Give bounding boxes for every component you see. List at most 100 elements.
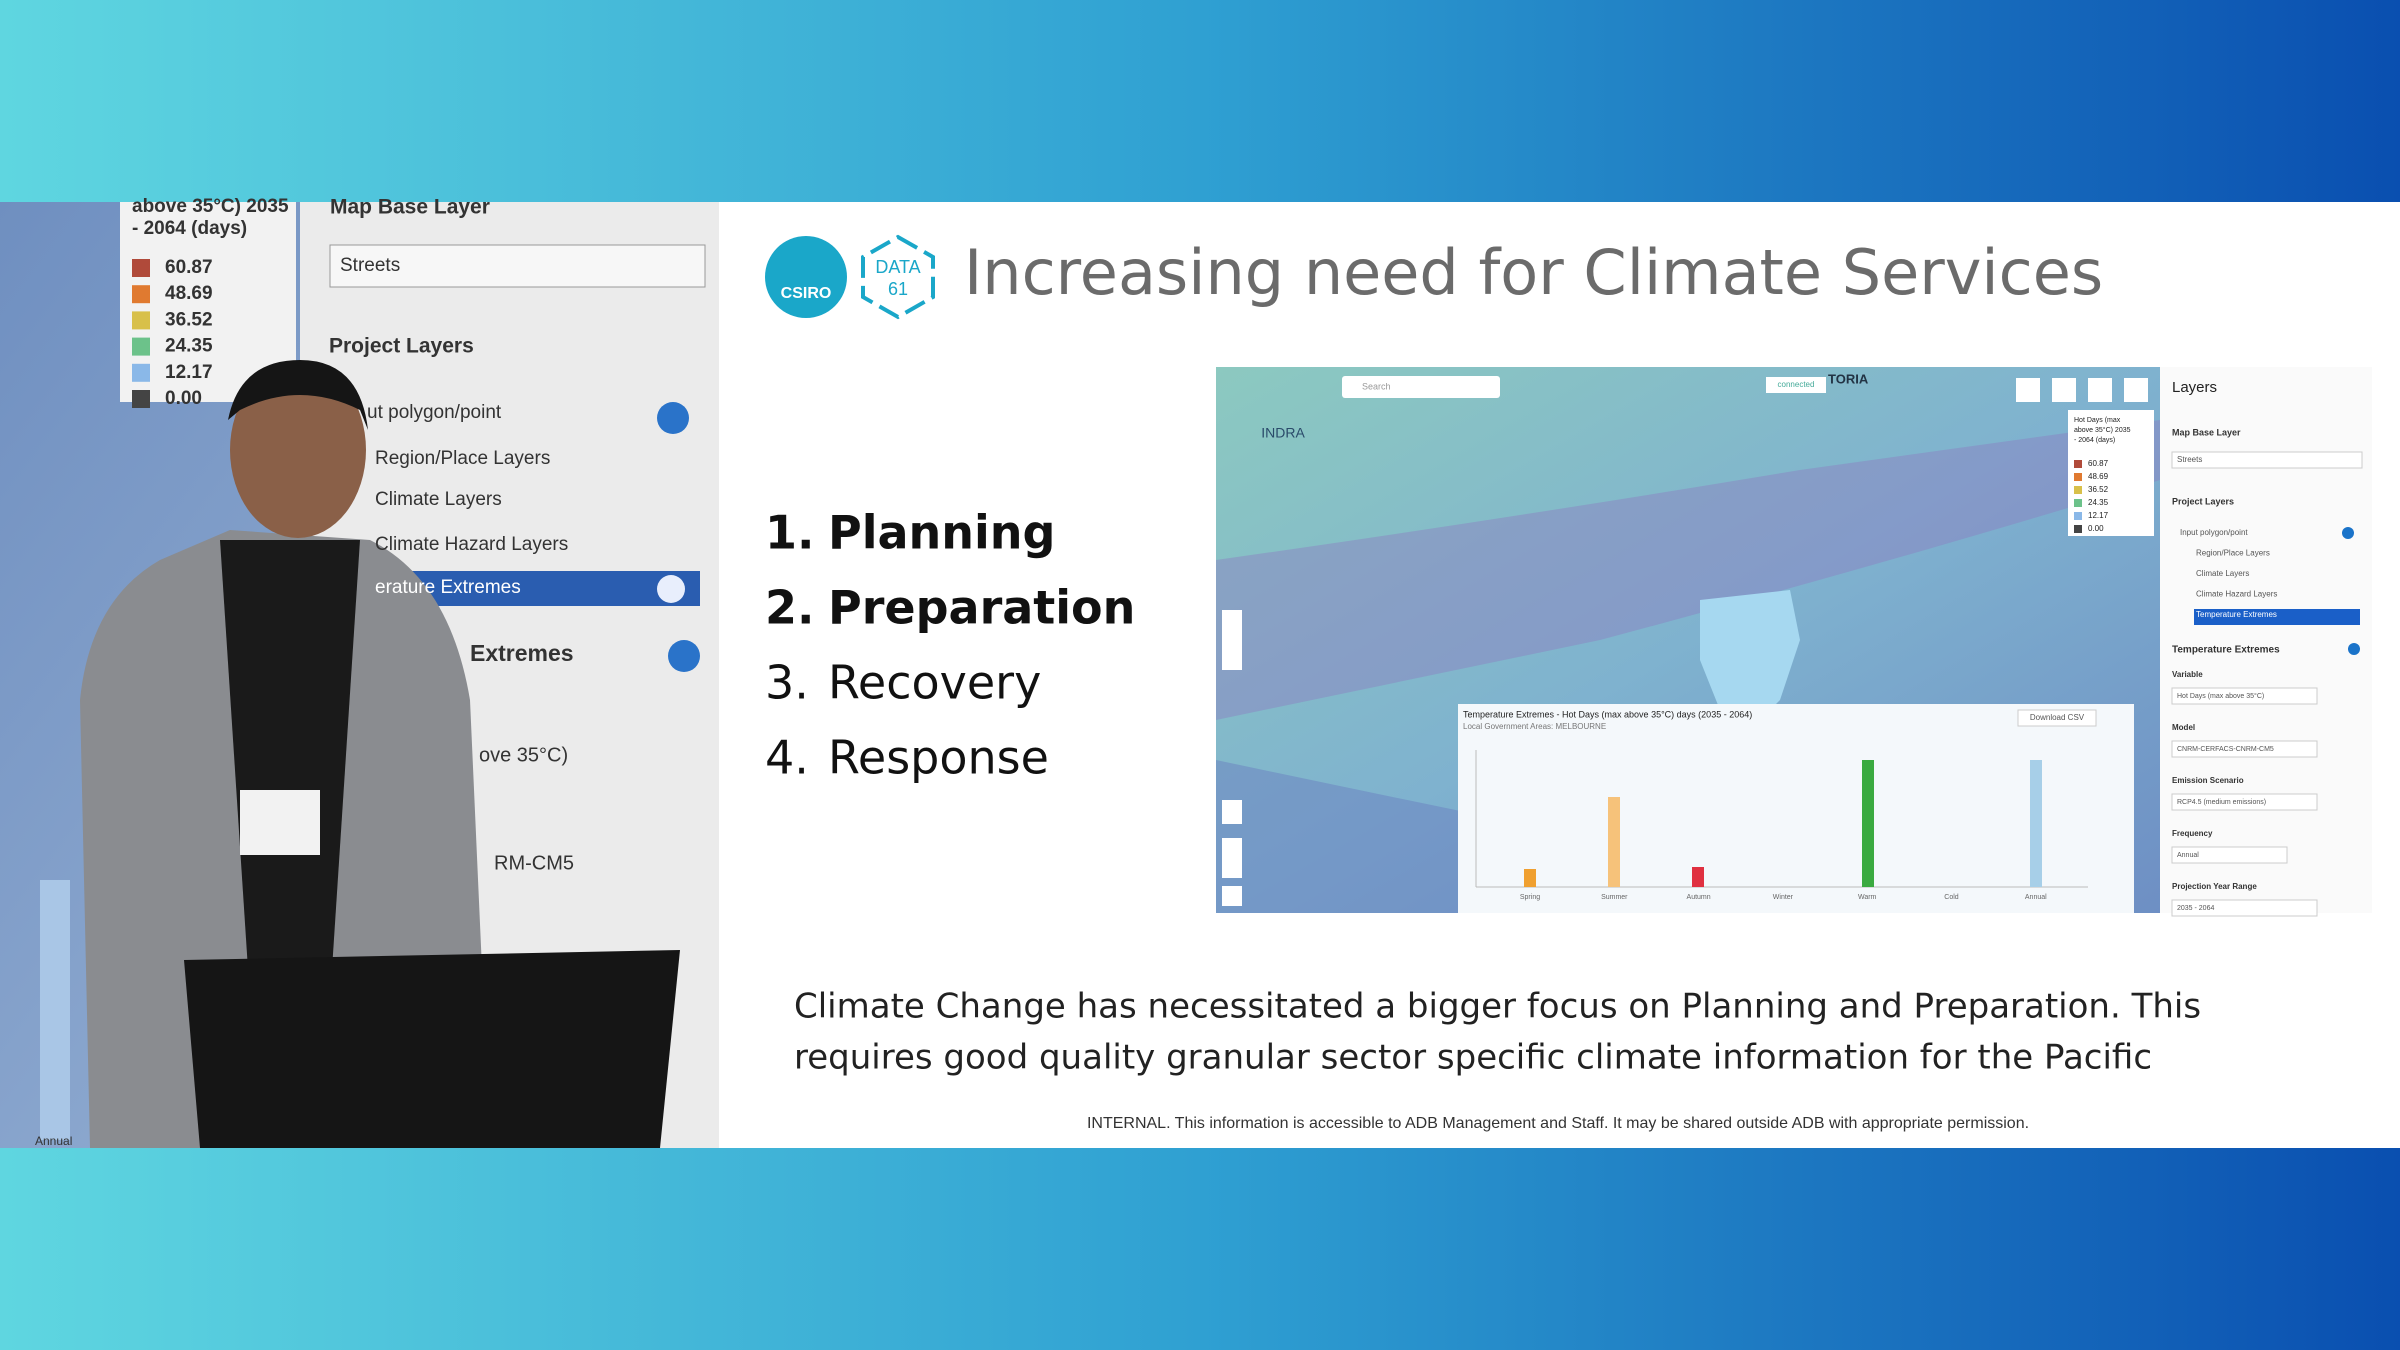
podium [184, 950, 680, 1148]
camera-legend-swatch [132, 337, 150, 356]
panel-title: Layers [2172, 379, 2217, 396]
slide-list: 1. Planning 2. Preparation 3. Recovery 4. Respo… [765, 506, 1135, 785]
legend-title: Hot Days (max [2074, 417, 2121, 424]
dropdown[interactable] [2171, 793, 2318, 811]
logo-text: DATA [875, 257, 920, 277]
field-value: Hot Days (max above 35°C) [2177, 692, 2264, 700]
field-value: 2035 - 2064 [2177, 905, 2214, 912]
category-label: Annual [2025, 894, 2047, 901]
category-label: Spring [1520, 894, 1540, 901]
map-bay [1700, 590, 1800, 720]
field-label: Emission Scenario [2172, 776, 2244, 785]
camera-layer-item: Climate Layers [375, 489, 502, 510]
camera-field: RM-CM5 [494, 852, 574, 874]
camera-label: Map Base Layer [330, 196, 490, 219]
camera-legend-swatch [132, 285, 150, 304]
dropdown[interactable] [2171, 740, 2318, 758]
camera-dropdown [329, 244, 706, 288]
camera-legend-swatch [132, 363, 150, 382]
camera-dropdown-value: Streets [340, 255, 400, 276]
panel-section: Temperature Extremes [2172, 645, 2280, 656]
map-legend [2068, 410, 2154, 536]
dropdown[interactable] [2171, 846, 2288, 864]
download-label: Download CSV [2030, 713, 2085, 722]
toolbar-button[interactable] [2016, 378, 2040, 402]
app-screenshot: INDRA Search connected TORIA Hot Days (m… [1216, 367, 2372, 917]
list-item: Response [828, 731, 1049, 785]
list-number: 4. [765, 731, 809, 785]
chart-bar [1524, 869, 1536, 887]
popup-title: Temperature Extremes - Hot Days (max abo… [1463, 709, 1752, 719]
search-box[interactable] [1342, 376, 1500, 398]
category-label: Warm [1858, 894, 1877, 901]
field-label: Frequency [2172, 829, 2213, 838]
dropdown[interactable] [2171, 687, 2318, 705]
layer-item: Input polygon/point [2180, 528, 2248, 537]
legend-value: 48.69 [2088, 472, 2109, 481]
chart-popup [1458, 704, 2134, 913]
chart-categories: Spring Summer Autumn Winter Warm Cold Annual [1520, 894, 2047, 901]
camera-texts: above 35°C) 2035- 2064 (days) 60.87 48.69 3… [35, 196, 574, 1149]
camera-eye-icon [657, 575, 685, 603]
camera-legend-value: 12.17 [165, 362, 213, 383]
toolbar-button[interactable] [2052, 378, 2076, 402]
camera-layer-item: ut polygon/point [367, 402, 502, 423]
camera-field: ove 35°C) [479, 744, 568, 766]
camera-eye-icon [657, 402, 689, 434]
download-button[interactable] [2017, 709, 2097, 727]
camera-axis-label: Annual [35, 1134, 72, 1148]
presenter-hair [228, 360, 368, 430]
presenter-head [230, 362, 366, 538]
panel-label: Project Layers [2172, 496, 2234, 506]
list-number: 3. [765, 656, 809, 710]
toolbar-button[interactable] [2088, 378, 2112, 402]
legend-value: 24.35 [2088, 498, 2109, 507]
legend-swatch [2074, 499, 2082, 507]
camera-layer-item: Region/Place Layers [375, 448, 550, 469]
camera-eye-icon [668, 640, 700, 672]
field-value: Annual [2177, 852, 2199, 859]
presenter-shirt [220, 540, 360, 1000]
camera-label: Project Layers [329, 335, 474, 358]
chart-bar [1692, 867, 1704, 887]
region-label: TORIA [1828, 371, 1869, 386]
slide-footer: INTERNAL. This information is accessible… [1087, 1115, 2029, 1132]
zoom-control[interactable] [1222, 610, 1242, 670]
dropdown[interactable] [2171, 451, 2363, 469]
layer-item: Region/Place Layers [2196, 549, 2270, 558]
logo-text: 61 [888, 279, 908, 299]
field-value: RCP4.5 (medium emissions) [2177, 799, 2266, 806]
camera-legend-value: 24.35 [165, 336, 213, 357]
chart-bar [2030, 760, 2042, 887]
legend-swatch [2074, 460, 2082, 468]
legend-swatch [2074, 525, 2082, 533]
slide-body: Climate Change has necessitated a bigger… [794, 987, 2201, 1027]
eye-icon [2342, 527, 2354, 539]
camera-legend-value: 0.00 [165, 388, 202, 409]
map-tool[interactable] [1222, 800, 1242, 824]
category-label: Cold [1944, 894, 1959, 901]
field-value: CNRM-CERFACS-CNRM-CM5 [2177, 746, 2274, 753]
category-label: Autumn [1687, 894, 1711, 901]
presenter-badge [240, 790, 320, 855]
camera-legend-swatch [132, 311, 150, 330]
dropdown[interactable] [2171, 899, 2318, 917]
field-label: Model [2172, 723, 2195, 732]
camera-view [0, 202, 719, 1148]
map-tool[interactable] [1222, 838, 1242, 878]
list-item: Recovery [828, 656, 1041, 710]
toolbar-button[interactable] [2124, 378, 2148, 402]
legend-value: 0.00 [2088, 524, 2104, 533]
camera-legend-swatch [132, 390, 150, 408]
list-item: Planning [828, 506, 1055, 560]
layer-item: Climate Hazard Layers [2196, 590, 2277, 599]
csiro-logo [765, 236, 847, 318]
field-label: Variable [2172, 670, 2203, 679]
map-tool[interactable] [1222, 886, 1242, 906]
camera-legend-value: 36.52 [165, 309, 213, 330]
slide-title: Increasing need for Climate Services [964, 236, 2103, 309]
search-placeholder: Search [1362, 381, 1391, 391]
camera-legend-title: above 35°C) 2035 [132, 196, 289, 217]
